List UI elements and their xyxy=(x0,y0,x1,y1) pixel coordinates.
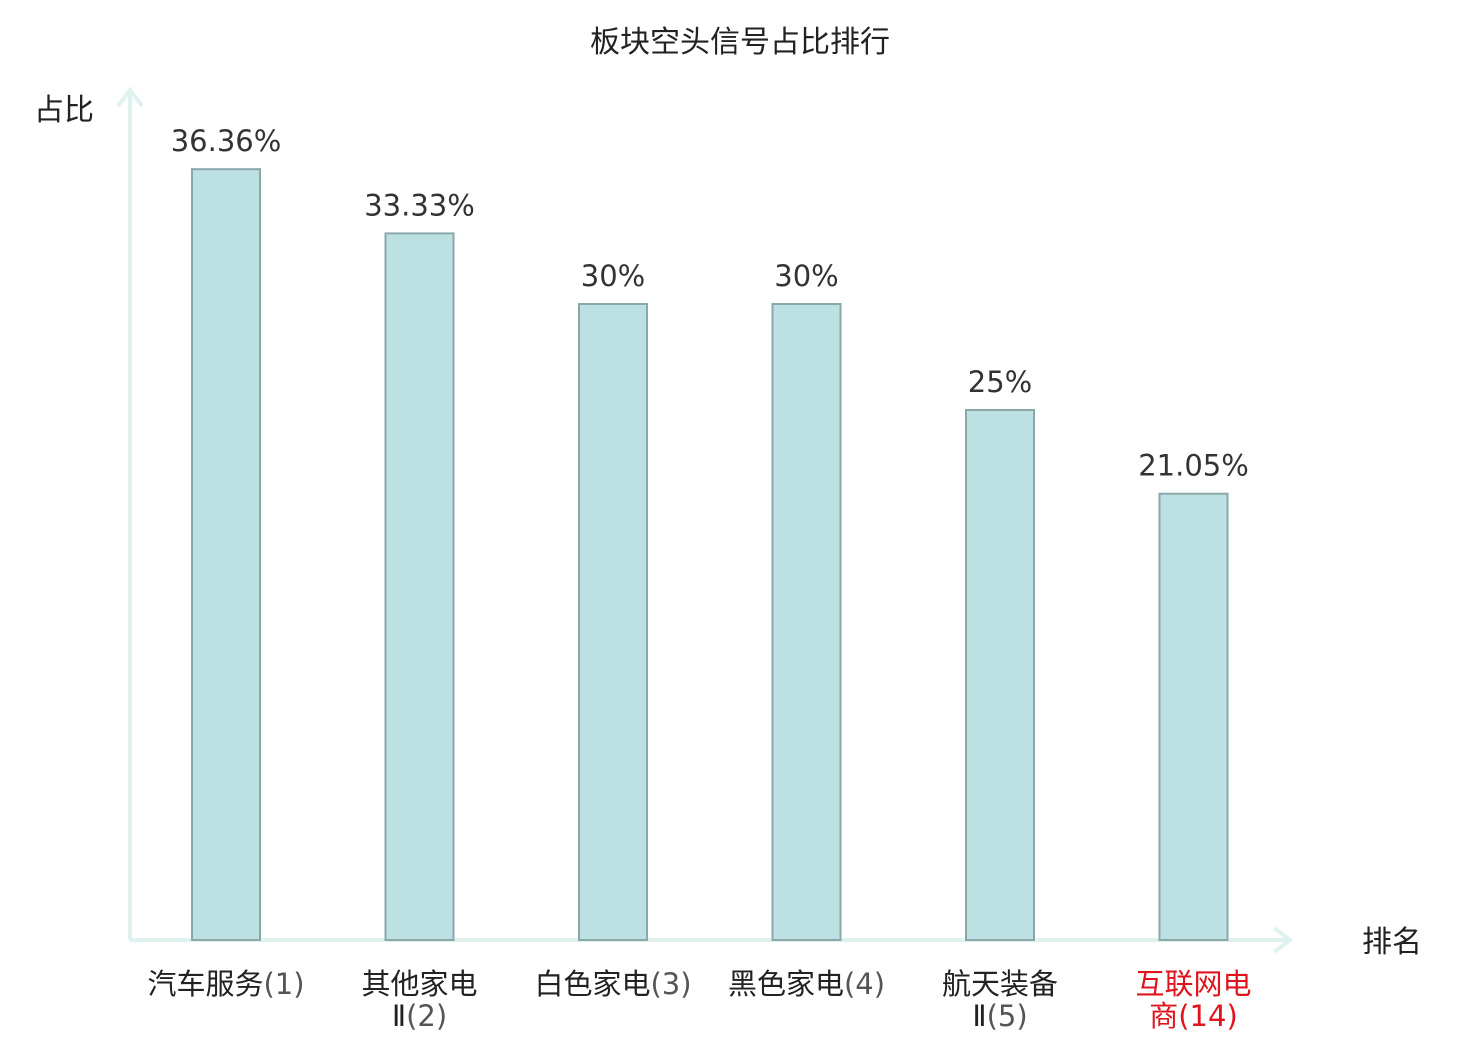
bar xyxy=(965,409,1035,941)
bar xyxy=(771,303,842,941)
category-name: Ⅱ xyxy=(392,999,406,1033)
bar-value-label: 36.36% xyxy=(171,124,282,158)
category-tick-label: 商(14) xyxy=(1149,999,1238,1033)
category-rank: (14) xyxy=(1178,999,1238,1033)
category-rank: (1) xyxy=(263,967,304,1001)
bar xyxy=(1158,492,1229,941)
category-tick-label: 黑色家电(4) xyxy=(728,967,885,1001)
category-name: 白色家电 xyxy=(534,967,650,1001)
bars xyxy=(191,168,1229,942)
x-axis-arrow xyxy=(1272,926,1294,954)
bar xyxy=(384,232,455,942)
category-tick-label: 汽车服务(1) xyxy=(147,967,304,1001)
bar-value-label: 30% xyxy=(774,259,838,293)
category-tick-label: Ⅱ(2) xyxy=(392,999,447,1033)
x-axis-label: 排名 xyxy=(1362,925,1422,960)
category-name: 互联网电 xyxy=(1135,967,1251,1001)
category-tick-label: 互联网电 xyxy=(1135,967,1251,1001)
category-rank: (4) xyxy=(844,967,885,1001)
category-name: Ⅱ xyxy=(972,999,986,1033)
category-name: 航天装备 xyxy=(942,967,1058,1001)
category-tick-label: 航天装备 xyxy=(942,967,1058,1001)
bar-value-label: 21.05% xyxy=(1138,449,1249,483)
category-rank: (3) xyxy=(650,967,691,1001)
category-tick-label: 白色家电(3) xyxy=(534,967,691,1001)
value-labels: 36.36% 33.33% 30% 30% 25% 21.05% xyxy=(171,124,1249,483)
category-tick-label: 其他家电 xyxy=(361,967,477,1001)
category-name: 黑色家电 xyxy=(728,967,844,1001)
bar-value-label: 30% xyxy=(581,259,645,293)
category-rank: (5) xyxy=(987,999,1028,1033)
category-name: 其他家电 xyxy=(361,967,477,1001)
category-rank: (2) xyxy=(406,999,447,1033)
axes xyxy=(116,86,1294,954)
category-name: 商 xyxy=(1149,999,1178,1033)
bar-value-label: 25% xyxy=(968,365,1032,399)
category-tick-label: Ⅱ(5) xyxy=(972,999,1027,1033)
y-axis-arrow xyxy=(116,86,144,108)
bar-value-label: 33.33% xyxy=(364,188,475,222)
category-name: 汽车服务 xyxy=(147,967,263,1001)
bar xyxy=(578,303,648,941)
chart-title: 板块空头信号占比排行 xyxy=(590,25,890,60)
y-axis-label: 占比 xyxy=(34,93,94,128)
bar xyxy=(191,168,261,941)
